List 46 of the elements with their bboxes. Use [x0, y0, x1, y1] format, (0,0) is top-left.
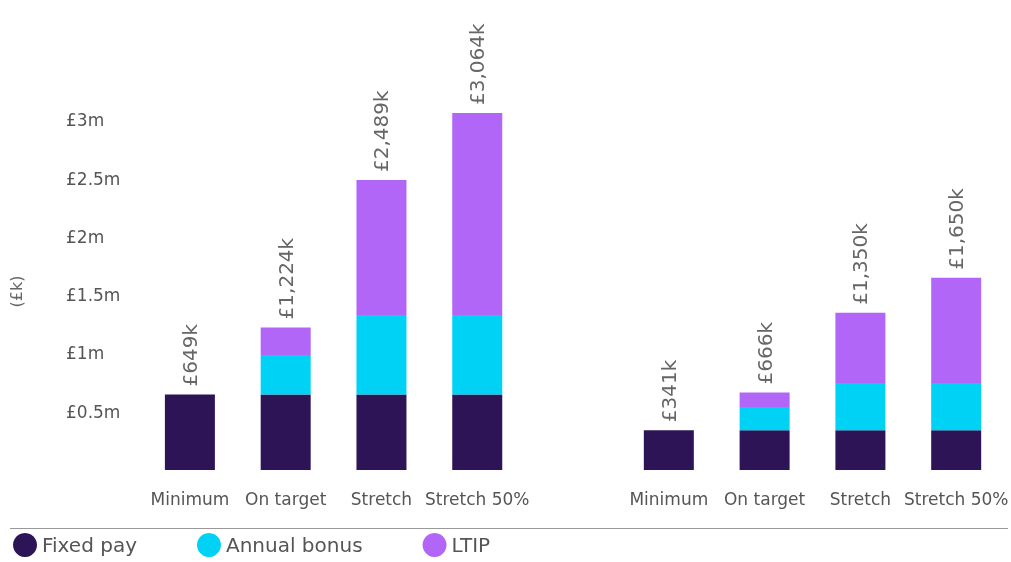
x-tick-label: Stretch 50%	[425, 488, 530, 509]
total-label: £3,064k	[465, 23, 490, 105]
y-tick-label: £2.5m	[66, 168, 121, 189]
bar	[356, 180, 407, 316]
bar	[931, 382, 982, 431]
total-label: £1,650k	[944, 187, 969, 270]
bar	[260, 355, 311, 395]
y-tick-label: £1m	[66, 343, 105, 364]
total-label: £649k	[177, 323, 202, 387]
total-label: £666k	[752, 321, 777, 385]
x-tick-label: On target	[245, 488, 327, 509]
bar	[643, 430, 694, 470]
bar	[260, 394, 311, 470]
bar	[931, 277, 982, 383]
x-tick-label: Stretch	[350, 488, 413, 509]
y-tick-label: £1.5m	[66, 285, 121, 306]
y-tick-label: £2m	[66, 226, 105, 247]
bar	[260, 327, 311, 355]
bar	[452, 394, 503, 470]
x-tick-label: Stretch	[829, 488, 892, 509]
bar	[835, 430, 886, 470]
total-label: £1,350k	[848, 222, 873, 305]
bar	[356, 394, 407, 470]
legend-label: Annual bonus	[225, 533, 363, 557]
total-label: £1,224k	[273, 237, 298, 320]
total-label: £2,489k	[369, 90, 394, 172]
x-tick-label: On target	[723, 488, 806, 509]
x-tick-label: Stretch 50%	[903, 488, 1009, 509]
y-tick-label: £3m	[66, 110, 105, 131]
x-tick-label: Minimum	[150, 488, 230, 509]
x-tick-label: Minimum	[629, 488, 709, 509]
bar	[164, 394, 215, 470]
y-axis-title: (£k)	[6, 275, 26, 308]
bar	[931, 430, 982, 470]
bar	[356, 315, 407, 395]
legend-label: LTIP	[451, 533, 491, 557]
legend-label: Fixed pay	[42, 533, 138, 557]
bar	[452, 315, 503, 395]
bar	[835, 382, 886, 431]
y-tick-label: £0.5m	[66, 401, 121, 422]
total-label: £341k	[656, 359, 681, 423]
bar	[835, 312, 886, 383]
bar	[452, 113, 503, 316]
bar	[739, 406, 790, 431]
bar	[739, 430, 790, 470]
bar	[739, 392, 790, 407]
